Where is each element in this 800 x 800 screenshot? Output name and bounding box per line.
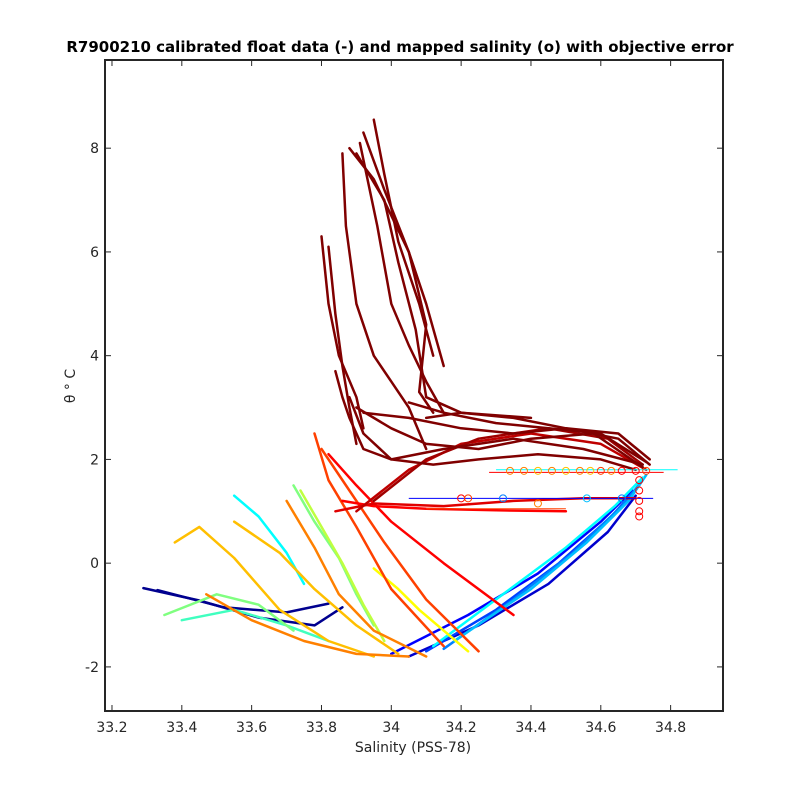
profile-line-3: [407, 494, 637, 658]
plot-frame: [104, 59, 724, 712]
mapped-salinity-point-23: [635, 512, 644, 521]
x-axis-ticks: 33.2 33.4 33.6 33.8 34 34.2 34.4 34.6 34.8: [96, 60, 686, 736]
mapped-salinity-point-5: [561, 466, 570, 475]
profile-line-19: [313, 432, 445, 648]
profile-line-2: [156, 588, 330, 614]
profile-line-33: [327, 245, 358, 446]
profile-line-38: [407, 401, 648, 464]
profile-line-16: [232, 520, 400, 656]
mapped-salinity-point-17: [617, 494, 626, 503]
y-axis-label: θ ° C: [63, 369, 79, 403]
mapped-salinity-point-6: [575, 466, 584, 475]
x-tick-label-4: 33.8: [306, 720, 337, 736]
profile-line-7: [452, 473, 648, 643]
profile-line-14: [372, 567, 470, 653]
profile-line-8: [431, 476, 644, 648]
y-tick-label-6: 8: [90, 141, 99, 157]
x-tick-label-1: 33.2: [96, 720, 127, 736]
mapped-salinity-point-1: [506, 466, 515, 475]
y-tick-label-3: 2: [90, 452, 99, 468]
profile-line-35: [348, 395, 637, 472]
mapped-salinity-point-22: [635, 507, 644, 516]
profile-line-30: [362, 131, 445, 368]
y-tick-label-4: 4: [90, 349, 99, 365]
x-tick-label-3: 33.6: [236, 720, 267, 736]
y-axis-ticks: -2 0 2 4 6 8: [85, 141, 723, 676]
mapped-salinity-point-16: [582, 494, 591, 503]
mapped-salinity-point-7: [586, 466, 595, 475]
mapped-salinity-point-15: [499, 494, 508, 503]
mapped-salinity-point-18: [533, 499, 542, 508]
x-tick-label-2: 33.4: [166, 720, 197, 736]
series-layer: [142, 118, 651, 658]
mapped-salinity-point-4: [547, 466, 556, 475]
mapped-salinity-point-10: [617, 466, 626, 475]
mapped-salinity-point-2: [519, 466, 528, 475]
profile-line-39: [424, 411, 651, 461]
mapped-salinity-point-3: [533, 466, 542, 475]
mapped-salinity-point-14: [464, 494, 473, 503]
mapped-salinity-point-11: [631, 466, 640, 475]
mapped-salinity-point-19: [635, 476, 644, 485]
profile-line-10: [180, 608, 330, 643]
profile-line-12: [163, 593, 295, 632]
profile-line-20: [320, 447, 480, 653]
profile-line-31: [372, 118, 435, 357]
x-tick-label-7: 34.4: [515, 720, 546, 736]
y-tick-label-1: -2: [85, 660, 99, 676]
mapped-salinity-point-9: [607, 466, 616, 475]
mapped-salinity-point-20: [635, 486, 644, 495]
x-tick-label-9: 34.8: [655, 720, 686, 736]
x-axis-label: Salinity (PSS-78): [355, 740, 471, 756]
chart-title: R7900210 calibrated float data (-) and m…: [66, 38, 734, 56]
profile-line-13: [299, 489, 386, 643]
x-tick-label-5: 34: [382, 720, 400, 736]
profile-line-15: [173, 525, 376, 658]
profile-line-21: [327, 452, 515, 617]
y-tick-label-2: 0: [90, 556, 99, 572]
mapped-salinity-layer: [457, 466, 651, 521]
profile-line-29: [358, 141, 445, 414]
mapped-salinity-point-12: [642, 466, 651, 475]
mapped-salinity-point-8: [596, 466, 605, 475]
profile-line-18: [285, 499, 428, 658]
mapped-salinity-point-21: [635, 496, 644, 505]
y-tick-label-5: 6: [90, 245, 99, 261]
profile-line-26: [341, 152, 428, 451]
profile-line-17: [205, 593, 411, 658]
profile-line-37: [362, 411, 651, 466]
x-tick-label-8: 34.6: [585, 720, 616, 736]
profile-line-24: [355, 432, 648, 513]
x-tick-label-6: 34.2: [446, 720, 477, 736]
